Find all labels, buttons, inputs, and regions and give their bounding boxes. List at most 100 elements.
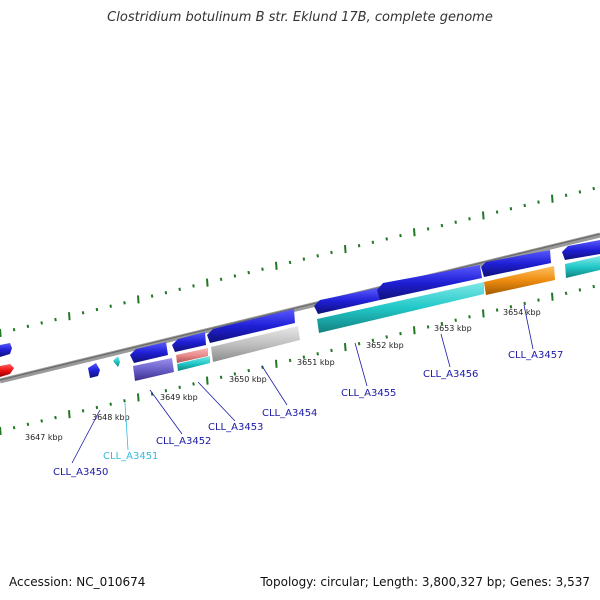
tick-mark [344,342,347,352]
tick-mark [426,325,430,329]
tick-mark [288,260,292,265]
gene-label[interactable]: CLL_A3454 [262,408,317,419]
tick-label: 3648 kbp [92,413,130,422]
tick-mark [426,227,430,231]
tick-mark [371,338,375,343]
tick-mark [0,328,2,338]
gene-feature[interactable] [0,343,12,357]
gene-label[interactable]: CLL_A3450 [53,467,108,478]
tick-label: 3649 kbp [160,393,198,402]
genome-backbone [0,232,600,384]
tick-mark [330,348,333,353]
gene-feature[interactable] [172,332,206,352]
tick-mark [26,324,30,328]
tick-label: 3654 kbp [503,308,541,317]
tick-mark [137,393,140,402]
tick-mark [578,288,582,292]
gene-labels: CLL_A3450 CLL_A3451 CLL_A3452 CLL_A3453 … [53,350,563,478]
gene-label[interactable]: CLL_A3457 [508,350,563,361]
tick-mark [302,257,306,261]
tick-mark [12,425,16,430]
topology-summary: Topology: circular; Length: 3,800,327 bp… [260,575,590,589]
tick-mark [564,291,568,296]
tick-mark [137,295,140,304]
tick-mark [551,292,554,301]
tick-mark [316,352,319,356]
tick-mark [123,399,126,403]
tick-mark [164,389,168,393]
tick-mark [233,274,237,278]
gene-feature[interactable] [0,364,14,377]
tick-mark [551,194,554,203]
tick-mark [454,318,457,322]
tick-mark [509,207,513,211]
tick-mark [178,385,181,390]
gene-feature[interactable] [176,348,208,363]
tick-mark [247,368,250,373]
tick-mark [440,321,444,326]
tick-mark [95,307,99,312]
gene-label-leaders [71,304,534,464]
tick-mark [247,270,250,275]
gene-label[interactable]: CLL_A3455 [341,388,396,399]
gene-feature[interactable] [377,265,482,300]
tick-mark [509,305,513,309]
tick-label: 3650 kbp [229,375,267,384]
gene-feature[interactable] [211,326,300,362]
gene-feature[interactable] [130,342,168,363]
tick-mark [54,317,57,322]
tick-mark [399,233,402,238]
tick-mark [192,382,195,386]
tick-mark [261,267,264,271]
tick-mark [302,355,306,359]
gene-feature[interactable] [88,363,100,378]
accession-text: Accession: NC_010674 [9,575,146,589]
gene-label[interactable]: CLL_A3456 [423,369,478,380]
gene-feature[interactable] [177,356,210,371]
gene-feature[interactable] [565,256,600,278]
tick-mark [123,301,126,305]
tick-label: 3647 kbp [25,433,63,442]
map-title: Clostridium botulinum B str. Eklund 17B,… [107,10,493,25]
tick-mark [523,301,526,306]
tick-mark [344,244,347,254]
tick-mark [357,243,361,248]
tick-mark [81,311,85,315]
gene-label[interactable]: CLL_A3451 [103,451,158,462]
tick-labels: 3647 kbp 3648 kbp 3649 kbp 3650 kbp 3651… [25,308,541,442]
gene-label[interactable]: CLL_A3452 [156,436,211,447]
tick-mark [206,376,209,385]
forward-strand-features [0,240,600,381]
tick-mark [40,321,43,325]
tick-mark [564,193,568,198]
tick-mark [206,278,209,287]
tick-mark [26,422,30,426]
tick-mark [316,254,319,258]
tick-mark [12,327,16,332]
gene-feature[interactable] [133,358,174,381]
gene-feature[interactable] [314,288,380,314]
gene-label[interactable]: CLL_A3453 [208,422,263,433]
tick-label: 3652 kbp [366,341,404,350]
tick-mark [578,190,582,194]
gene-feature[interactable] [317,282,484,333]
tick-mark [54,415,57,420]
tick-mark [454,220,457,224]
tick-mark [482,211,485,220]
tick-mark [482,309,485,318]
tick-mark [592,186,595,191]
gene-feature[interactable] [207,309,295,343]
outer-tick-track [0,186,595,338]
gene-feature[interactable] [484,266,555,295]
tick-mark [495,308,499,312]
gene-feature[interactable] [113,356,120,367]
tick-mark [40,419,43,423]
gene-feature[interactable] [481,250,551,277]
tick-mark [523,203,526,208]
tick-mark [233,372,237,376]
tick-label: 3653 kbp [434,324,472,333]
gene-feature[interactable] [562,240,600,260]
tick-mark [109,304,112,308]
inner-tick-track [0,284,595,436]
